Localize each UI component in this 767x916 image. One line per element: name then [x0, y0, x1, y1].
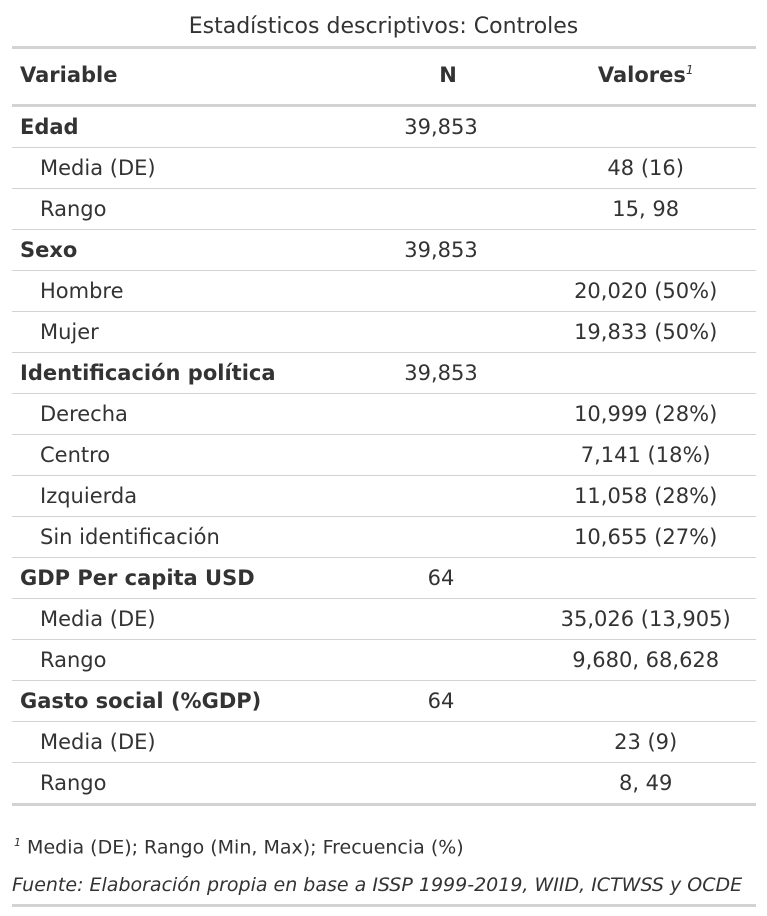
row-label: Rango — [12, 188, 361, 230]
row-value: 48 (16) — [535, 147, 756, 189]
table-row: Rango 9,680, 68,628 — [12, 639, 756, 681]
table-row: Media (DE) 23 (9) — [12, 721, 756, 763]
row-label: Sin identificación — [12, 516, 361, 558]
row-n — [360, 639, 536, 681]
row-value: 15, 98 — [535, 188, 756, 230]
row-label: Centro — [12, 434, 361, 476]
row-value: 7,141 (18%) — [535, 434, 756, 476]
footnote-mark: 1 — [685, 63, 694, 77]
row-n — [360, 270, 536, 312]
row-n — [360, 311, 536, 353]
row-value — [535, 229, 756, 271]
table-row: Sin identificación 10,655 (27%) — [12, 516, 756, 558]
group-row: Sexo 39,853 — [12, 229, 756, 271]
group-row: Edad 39,853 — [12, 105, 756, 148]
row-label: Rango — [12, 639, 361, 681]
row-n: 64 — [360, 557, 536, 599]
row-n — [360, 721, 536, 763]
header-values-label: Valores — [597, 63, 686, 87]
row-value: 23 (9) — [535, 721, 756, 763]
row-label: Sexo — [12, 229, 361, 271]
descriptive-stats-table: Variable N Valores1 Edad 39,853 Media (DE)… — [12, 46, 756, 806]
row-label: Edad — [12, 105, 361, 148]
table-row: Media (DE) 48 (16) — [12, 147, 756, 189]
row-n: 39,853 — [360, 352, 536, 394]
group-row: Identificación política 39,853 — [12, 352, 756, 394]
row-n — [360, 516, 536, 558]
header-row: Variable N Valores1 — [12, 46, 756, 107]
row-n — [360, 188, 536, 230]
footnote: 1 Media (DE); Rango (Min, Max); Frecuenc… — [14, 836, 464, 858]
row-label: GDP Per capita USD — [12, 557, 361, 599]
table-row: Media (DE) 35,026 (13,905) — [12, 598, 756, 640]
row-n: 64 — [360, 680, 536, 722]
table-row: Mujer 19,833 (50%) — [12, 311, 756, 353]
header-variable: Variable — [12, 46, 361, 107]
row-value: 10,999 (28%) — [535, 393, 756, 435]
row-value: 8, 49 — [535, 762, 756, 806]
row-value: 35,026 (13,905) — [535, 598, 756, 640]
row-value: 9,680, 68,628 — [535, 639, 756, 681]
row-value — [535, 352, 756, 394]
table-row: Izquierda 11,058 (28%) — [12, 475, 756, 517]
table-row: Centro 7,141 (18%) — [12, 434, 756, 476]
row-value — [535, 557, 756, 599]
bottom-rule — [12, 904, 756, 907]
source-note: Fuente: Elaboración propia en base a ISS… — [12, 874, 743, 896]
row-label: Gasto social (%GDP) — [12, 680, 361, 722]
row-label: Derecha — [12, 393, 361, 435]
row-label: Rango — [12, 762, 361, 806]
table-title: Estadísticos descriptivos: Controles — [188, 14, 579, 39]
row-value — [535, 105, 756, 148]
footnote-text: Media (DE); Rango (Min, Max); Frecuencia… — [27, 836, 464, 859]
table-body: Edad 39,853 Media (DE) 48 (16) Rango 15, 98 Se… — [12, 105, 756, 806]
row-label: Mujer — [12, 311, 361, 353]
row-value: 10,655 (27%) — [535, 516, 756, 558]
table-row: Hombre 20,020 (50%) — [12, 270, 756, 312]
footnote-mark: 1 — [14, 836, 21, 849]
table-row: Derecha 10,999 (28%) — [12, 393, 756, 435]
row-label: Media (DE) — [12, 598, 361, 640]
row-value: 19,833 (50%) — [535, 311, 756, 353]
row-label: Izquierda — [12, 475, 361, 517]
row-label: Identificación política — [12, 352, 361, 394]
row-n — [360, 475, 536, 517]
header-values: Valores1 — [535, 46, 756, 107]
table-row: Rango 15, 98 — [12, 188, 756, 230]
row-n — [360, 762, 536, 806]
group-row: GDP Per capita USD 64 — [12, 557, 756, 599]
row-n — [360, 393, 536, 435]
group-row: Gasto social (%GDP) 64 — [12, 680, 756, 722]
row-value — [535, 680, 756, 722]
header-n: N — [360, 46, 536, 107]
row-label: Media (DE) — [12, 147, 361, 189]
table-row: Rango 8, 49 — [12, 762, 756, 806]
row-label: Hombre — [12, 270, 361, 312]
row-n — [360, 147, 536, 189]
row-n — [360, 598, 536, 640]
row-n: 39,853 — [360, 229, 536, 271]
row-value: 11,058 (28%) — [535, 475, 756, 517]
row-value: 20,020 (50%) — [535, 270, 756, 312]
row-n: 39,853 — [360, 105, 536, 148]
row-n — [360, 434, 536, 476]
row-label: Media (DE) — [12, 721, 361, 763]
